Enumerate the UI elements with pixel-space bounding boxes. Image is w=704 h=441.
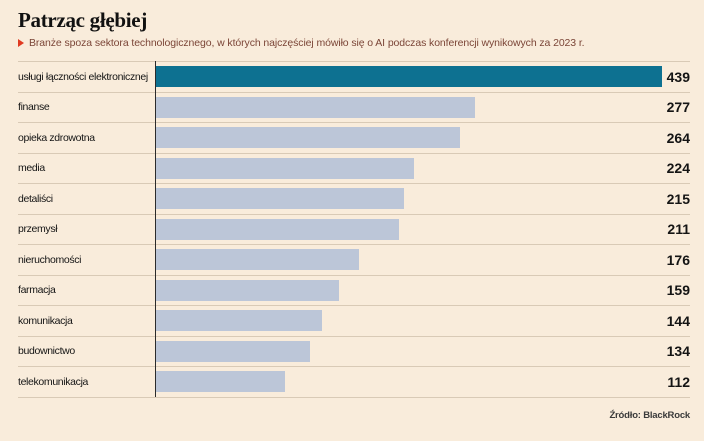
bar <box>156 249 359 271</box>
bar-track <box>155 127 690 149</box>
category-label: media <box>18 162 45 175</box>
chart-title: Patrząc głębiej <box>18 8 148 32</box>
bar-track <box>155 96 690 118</box>
chart-row: detaliści 215 <box>18 183 690 214</box>
category-label: budownictwo <box>18 345 75 358</box>
value-label: 264 <box>666 129 690 146</box>
bar-track <box>155 340 690 362</box>
bar <box>156 371 286 393</box>
bar <box>156 66 662 88</box>
category-label: opieka zdrowotna <box>18 131 95 144</box>
chart-subtitle-row: Branże spoza sektora technologicznego, w… <box>18 37 585 49</box>
category-label: detaliści <box>18 192 53 205</box>
category-label: nieruchomości <box>18 253 82 266</box>
value-label: 144 <box>666 312 690 329</box>
chart-row: media 224 <box>18 152 690 184</box>
category-label: telekomunikacja <box>18 375 89 388</box>
value-label: 159 <box>666 282 690 299</box>
value-label: 134 <box>666 343 690 360</box>
bar-track <box>155 310 690 332</box>
bar-track <box>155 218 690 240</box>
bar <box>156 218 400 240</box>
value-label: 211 <box>667 221 690 238</box>
category-label: usługi łączności elektronicznej <box>18 70 148 83</box>
bar <box>156 157 415 179</box>
chart-row: komunikacja 144 <box>18 305 690 336</box>
chart-row: przemysł 211 <box>18 213 690 245</box>
bar-track <box>155 66 690 88</box>
bar <box>156 96 476 118</box>
bar <box>156 279 340 301</box>
chart-subtitle: Branże spoza sektora technologicznego, w… <box>29 37 585 49</box>
chart-row: opieka zdrowotna 264 <box>18 122 690 153</box>
chart-row: usługi łączności elektronicznej 439 <box>18 61 690 92</box>
bar-track <box>155 371 690 393</box>
bar-track <box>155 249 690 271</box>
bar-track <box>155 157 690 179</box>
chart-row: telekomunikacja 112 <box>18 366 690 397</box>
category-label: farmacja <box>18 284 56 297</box>
value-label: 224 <box>666 160 690 177</box>
chart-row: finanse 277 <box>18 91 690 123</box>
bar <box>156 127 461 149</box>
value-label: 112 <box>667 373 690 390</box>
red-arrow-icon <box>18 39 24 47</box>
value-label: 439 <box>666 68 690 85</box>
value-label: 176 <box>666 251 690 268</box>
chart-row: nieruchomości 176 <box>18 244 690 275</box>
chart-row: budownictwo 134 <box>18 335 690 367</box>
bar <box>156 310 322 332</box>
bar-track <box>155 279 690 301</box>
chart-row: farmacja 159 <box>18 274 690 306</box>
source-credit: Źródło: BlackRock <box>609 410 690 421</box>
category-label: przemysł <box>18 223 58 236</box>
category-label: finanse <box>18 101 50 114</box>
value-label: 215 <box>666 190 690 207</box>
category-label: komunikacja <box>18 314 73 327</box>
value-label: 277 <box>666 99 690 116</box>
axis-line <box>155 61 156 397</box>
bar <box>156 340 311 362</box>
bar-chart: usługi łączności elektronicznej 439 finans… <box>18 61 690 398</box>
bar <box>156 188 404 210</box>
bar-track <box>155 188 690 210</box>
